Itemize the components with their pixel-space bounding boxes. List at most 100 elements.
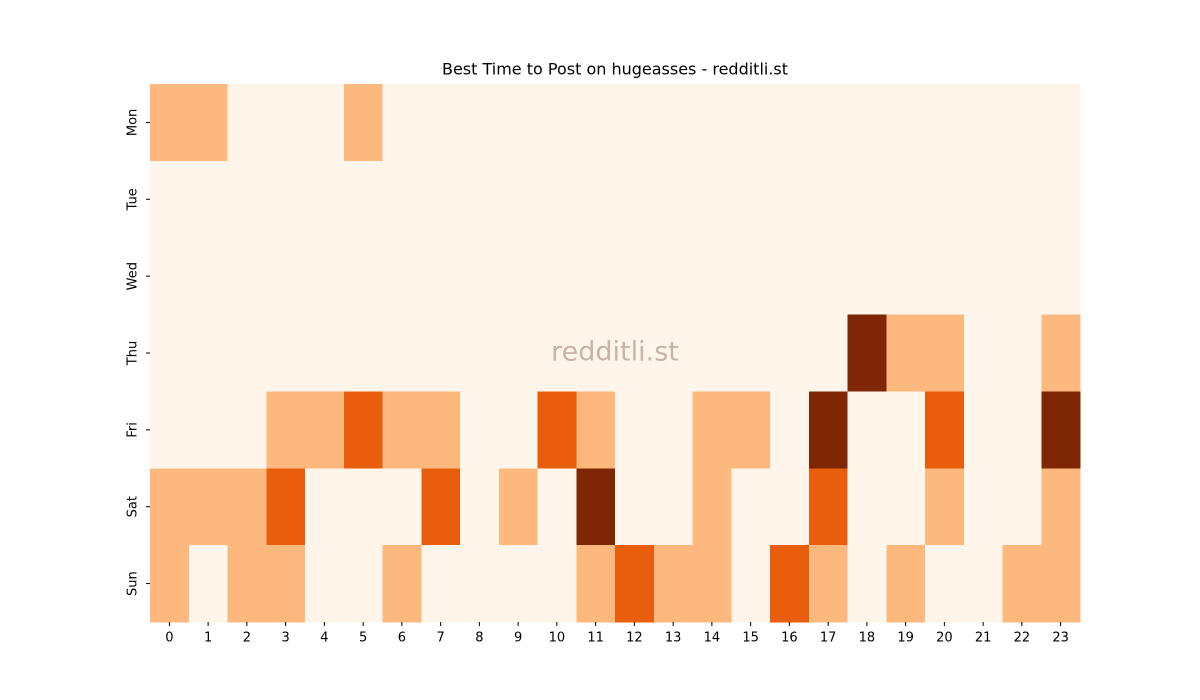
- heat-cell: [227, 160, 267, 239]
- heat-cell: [227, 237, 267, 316]
- heat-cell: [692, 237, 732, 316]
- heat-cell: [421, 84, 461, 162]
- x-tick-label: 3: [281, 631, 289, 646]
- x-tick-label: 8: [475, 631, 483, 646]
- heat-cell: [382, 160, 422, 239]
- heat-cell: [653, 160, 693, 239]
- heat-cell: [576, 160, 616, 239]
- heat-cell: [460, 237, 500, 316]
- heat-cell: [188, 237, 228, 316]
- watermark: redditli.st: [551, 337, 679, 368]
- heat-cell: [537, 314, 577, 392]
- heat-cell: [421, 391, 461, 469]
- heat-cell: [1002, 545, 1042, 623]
- heat-cell: [847, 391, 887, 469]
- heat-cell: [343, 468, 383, 546]
- heat-cell: [150, 237, 190, 316]
- heat-cell: [266, 391, 306, 469]
- heat-cell: [343, 237, 383, 316]
- x-tick-label: 22: [1014, 631, 1031, 646]
- heat-cell: [692, 545, 732, 623]
- heat-cell: [770, 160, 810, 239]
- heat-cell: [963, 314, 1003, 392]
- heat-cell: [498, 160, 538, 239]
- heat-cell: [421, 160, 461, 239]
- heat-cell: [305, 160, 345, 239]
- heat-cell: [925, 84, 965, 162]
- heat-cell: [731, 237, 771, 316]
- x-tick-label: 19: [897, 631, 914, 646]
- heat-cell: [963, 391, 1003, 469]
- heat-cell: [886, 160, 926, 239]
- heat-cell: [925, 391, 965, 469]
- chart-title: Best Time to Post on hugeasses - redditl…: [442, 60, 788, 79]
- heat-cell: [266, 237, 306, 316]
- heat-cell: [188, 545, 228, 623]
- heat-cell: [498, 468, 538, 546]
- heat-cell: [266, 84, 306, 162]
- heat-cell: [1041, 237, 1081, 316]
- heat-cell: [305, 545, 345, 623]
- heat-cell: [227, 468, 267, 546]
- x-tick-label: 0: [165, 631, 173, 646]
- y-tick-label: Thu: [126, 341, 141, 366]
- heat-cell: [963, 160, 1003, 239]
- heat-cell: [188, 160, 228, 239]
- heat-cell: [615, 237, 655, 316]
- heat-cell: [382, 391, 422, 469]
- heat-cell: [770, 468, 810, 546]
- x-tick-label: 11: [587, 631, 604, 646]
- heat-cell: [692, 160, 732, 239]
- heat-cell: [498, 237, 538, 316]
- heat-cell: [576, 468, 616, 546]
- x-tick-label: 2: [243, 631, 251, 646]
- heat-cell: [653, 237, 693, 316]
- x-tick-label: 23: [1052, 631, 1069, 646]
- x-tick-label: 12: [626, 631, 643, 646]
- heat-cell: [653, 391, 693, 469]
- heat-cell: [382, 237, 422, 316]
- heat-cell: [498, 314, 538, 392]
- heat-cell: [421, 314, 461, 392]
- heat-cell: [460, 314, 500, 392]
- heat-cell: [808, 160, 848, 239]
- x-tick-label: 17: [820, 631, 837, 646]
- y-tick-label: Mon: [126, 109, 141, 136]
- heat-cell: [343, 391, 383, 469]
- heat-cell: [1002, 84, 1042, 162]
- heat-cell: [653, 468, 693, 546]
- heat-cell: [925, 545, 965, 623]
- heat-cell: [847, 237, 887, 316]
- heat-cell: [421, 545, 461, 623]
- y-tick-label: Tue: [126, 188, 141, 211]
- heat-cell: [266, 160, 306, 239]
- heat-cell: [266, 545, 306, 623]
- heat-cell: [382, 545, 422, 623]
- heat-cell: [537, 391, 577, 469]
- heat-cell: [925, 237, 965, 316]
- heat-cell: [1041, 468, 1081, 546]
- x-tick-label: 16: [781, 631, 798, 646]
- heat-cell: [963, 84, 1003, 162]
- heat-cell: [343, 160, 383, 239]
- x-tick-label: 13: [665, 631, 682, 646]
- heat-cell: [886, 468, 926, 546]
- x-tick-label: 6: [398, 631, 406, 646]
- x-tick-label: 20: [936, 631, 953, 646]
- heat-cell: [150, 391, 190, 469]
- heat-cell: [847, 545, 887, 623]
- y-tick-label: Sat: [126, 496, 141, 517]
- heat-cell: [537, 160, 577, 239]
- heat-cell: [576, 84, 616, 162]
- x-tick-label: 10: [549, 631, 566, 646]
- heat-cell: [382, 468, 422, 546]
- heat-cell: [266, 314, 306, 392]
- heat-cell: [343, 314, 383, 392]
- heat-cell: [305, 237, 345, 316]
- heat-cell: [1002, 160, 1042, 239]
- heat-cell: [227, 391, 267, 469]
- heat-cell: [576, 391, 616, 469]
- heat-cell: [382, 84, 422, 162]
- heat-cell: [886, 84, 926, 162]
